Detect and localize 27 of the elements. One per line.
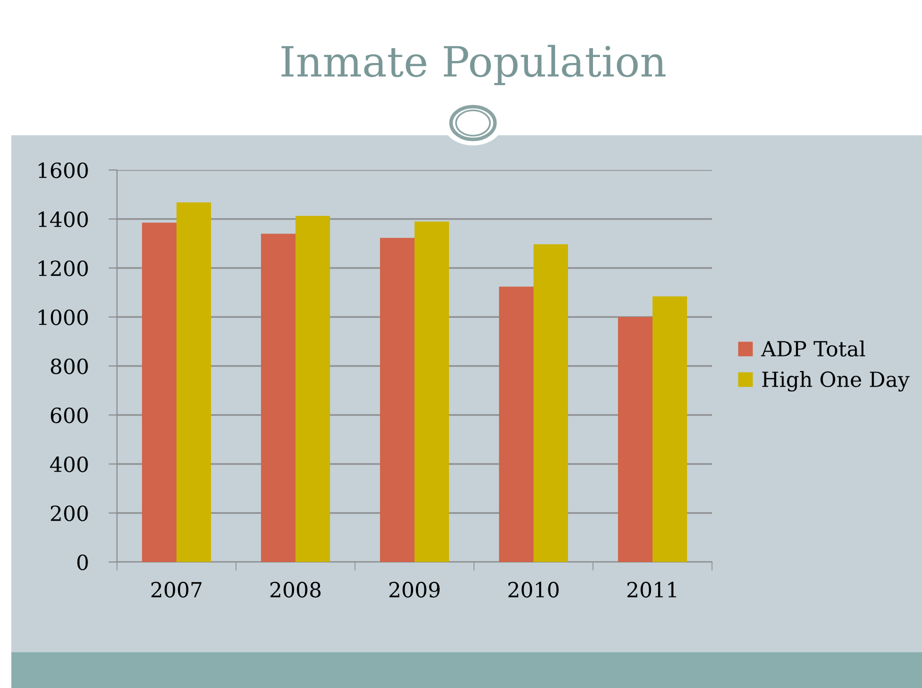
y-tick-label: 0 [77,554,88,570]
y-tick-label: 600 [50,407,88,424]
legend-label: ADP Total [760,340,866,357]
y-tick-label: 1600 [38,162,88,178]
y-tick-label: 800 [50,358,88,374]
x-tick-label: 2011 [627,582,676,598]
bar [498,286,534,562]
bar [380,238,414,562]
y-tick-label: 1400 [38,211,88,228]
bar [534,244,568,562]
y-tick-label: 1000 [38,309,88,326]
bar [414,221,450,562]
legend-label: High One Day [762,371,910,392]
bar [260,234,296,562]
bar [618,317,652,562]
x-tick-label: 2008 [270,582,321,598]
x-tick-label: 2009 [389,582,440,598]
x-tick-label: 2010 [508,582,559,598]
y-tick-label: 400 [50,456,88,472]
bar [652,296,688,562]
bar [176,202,212,562]
chart-title: Inmate Population [282,44,666,86]
bar [296,216,330,562]
y-tick-label: 200 [50,505,88,522]
x-tick-label: 2007 [151,582,202,598]
bar [142,222,176,562]
y-tick-label: 1200 [38,260,88,276]
